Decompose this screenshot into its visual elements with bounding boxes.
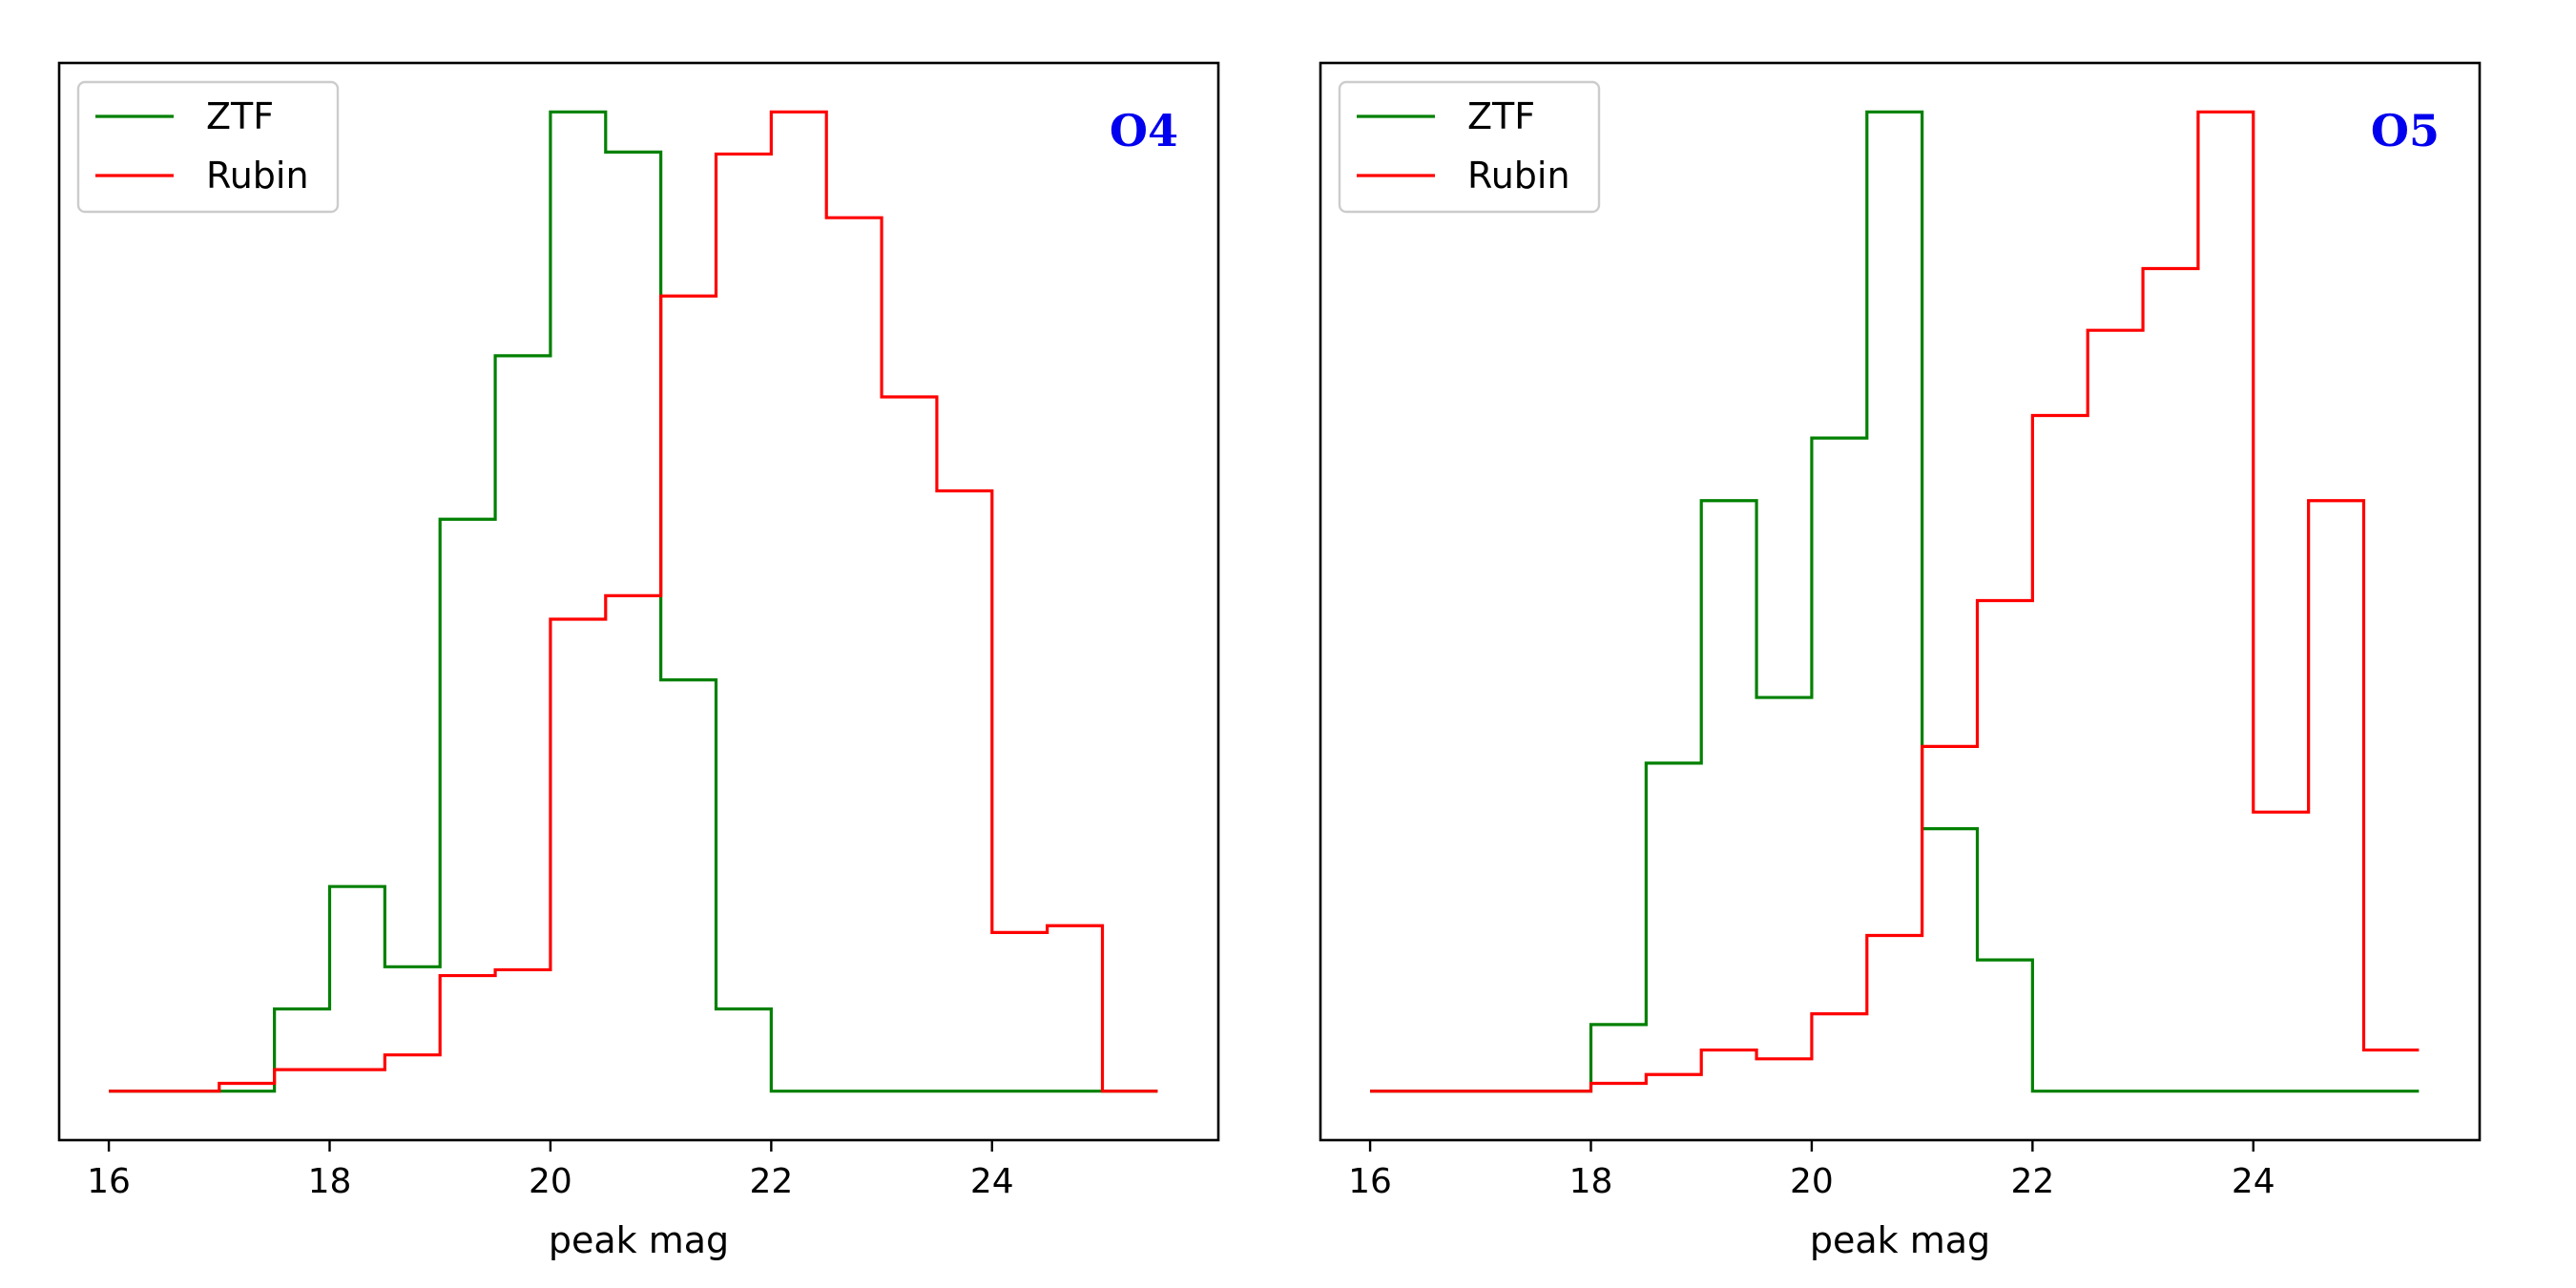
plot-area [59,63,1218,1140]
x-tick-label: 18 [308,1162,352,1201]
panel-o5: 16 18 20 22 24 peak mag O5 ZTF Rubin [1319,61,2482,1261]
x-tick-label: 22 [2010,1162,2054,1201]
x-tick-label: 18 [1569,1162,1613,1201]
plot-area [1320,63,2480,1140]
x-tick-label: 20 [529,1162,572,1201]
panel-title: O4 [1110,105,1178,156]
x-tick-label: 24 [970,1162,1014,1201]
x-tick-label: 16 [1348,1162,1392,1201]
x-axis-label: peak mag [549,1219,729,1261]
x-axis-label: peak mag [1810,1219,1990,1261]
panel-title: O5 [2371,105,2440,156]
legend-box [76,80,340,214]
axes-frame [57,61,1220,1142]
legend-label-rubin: Rubin [1467,155,1570,197]
axes-frame [1319,61,2482,1142]
x-tick-label: 24 [2232,1162,2275,1201]
legend-label-rubin: Rubin [206,155,309,197]
x-tick-label: 20 [1790,1162,1834,1201]
panel-o4: 16 18 20 22 24 peak mag O4 ZTF Rubin [57,61,1220,1261]
series-line-ztf [1370,110,2420,1093]
series-line-rubin [109,110,1158,1093]
x-tick-label: 22 [749,1162,793,1201]
series-line-ztf [109,110,1158,1093]
legend-box [1338,80,1601,214]
series-line-rubin [1370,110,2420,1093]
legend-label-ztf: ZTF [206,95,274,137]
x-tick-label: 16 [87,1162,131,1201]
legend-label-ztf: ZTF [1467,95,1535,137]
